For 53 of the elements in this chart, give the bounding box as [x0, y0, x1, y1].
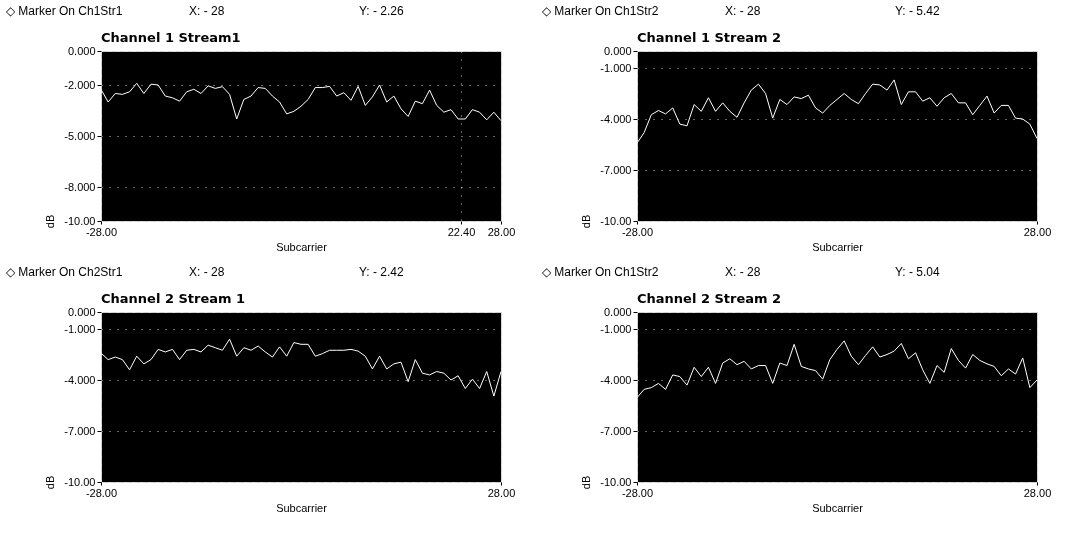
chart-title: Channel 1 Stream 2	[637, 30, 782, 45]
x-axis-title: Subcarrier	[276, 240, 328, 253]
y-tick-label: -7.000	[64, 424, 96, 437]
x-axis-title: Subcarrier	[276, 501, 328, 514]
y-tick-label: -4.000	[64, 373, 96, 386]
text: X: - 28	[725, 4, 761, 18]
x-tick-label: 28.00	[487, 486, 516, 499]
y-tick-label: -2.000	[64, 78, 96, 91]
x-tick-label: -28.00	[85, 225, 118, 238]
y-tick-label: 0.000	[603, 44, 632, 57]
x-tick-label: -28.00	[621, 486, 654, 499]
x-axis-title: Subcarrier	[812, 501, 864, 514]
y-tick-label: -7.000	[600, 424, 632, 437]
y-axis-title: dB	[44, 475, 57, 490]
x-tick-label: 28.00	[487, 225, 516, 238]
y-axis-title: dB	[580, 475, 593, 490]
text: X: - 28	[189, 265, 225, 279]
y-tick-label: -10.00	[64, 475, 96, 488]
text: Y: - 5.04	[895, 265, 941, 279]
y-tick-label: -4.000	[600, 373, 632, 386]
y-tick-label: -8.000	[64, 180, 96, 193]
y-tick-label: -1.000	[600, 61, 632, 74]
y-tick-label: 0.000	[67, 44, 96, 57]
text: X: - 28	[725, 265, 761, 279]
text: ◇ Marker On Ch1Str1	[6, 4, 123, 18]
y-tick-label: -1.000	[600, 322, 632, 335]
text: ◇ Marker On Ch1Str2	[542, 265, 659, 279]
y-tick-label: -5.000	[64, 129, 96, 142]
y-tick-label: -1.000	[64, 322, 96, 335]
y-tick-label: -10.00	[600, 475, 632, 488]
y-tick-label: -7.000	[600, 163, 632, 176]
y-tick-label: -10.00	[600, 214, 632, 227]
x-tick-label: 28.00	[1023, 486, 1052, 499]
chart-title: Channel 2 Stream 1	[101, 291, 246, 306]
text: ◇ Marker On Ch1Str2	[542, 4, 659, 18]
chart-title: Channel 1 Stream1	[101, 30, 241, 45]
x-axis-title: Subcarrier	[812, 240, 864, 253]
y-axis-title: dB	[580, 214, 593, 229]
chart-title: Channel 2 Stream 2	[637, 291, 782, 306]
x-tick-label: -28.00	[85, 486, 118, 499]
x-tick-label: -28.00	[621, 225, 654, 238]
x-tick-label: 28.00	[1023, 225, 1052, 238]
text: X: - 28	[189, 4, 225, 18]
text: Y: - 5.42	[895, 4, 941, 18]
text: ◇ Marker On Ch2Str1	[6, 265, 123, 279]
y-tick-label: -10.00	[64, 214, 96, 227]
text: Y: - 2.42	[359, 265, 405, 279]
text: Y: - 2.26	[359, 4, 405, 18]
y-tick-label: 0.000	[603, 305, 632, 318]
x-tick-label: 22.40	[447, 225, 476, 238]
y-tick-label: -4.000	[600, 112, 632, 125]
y-tick-label: 0.000	[67, 305, 96, 318]
y-axis-title: dB	[44, 214, 57, 229]
